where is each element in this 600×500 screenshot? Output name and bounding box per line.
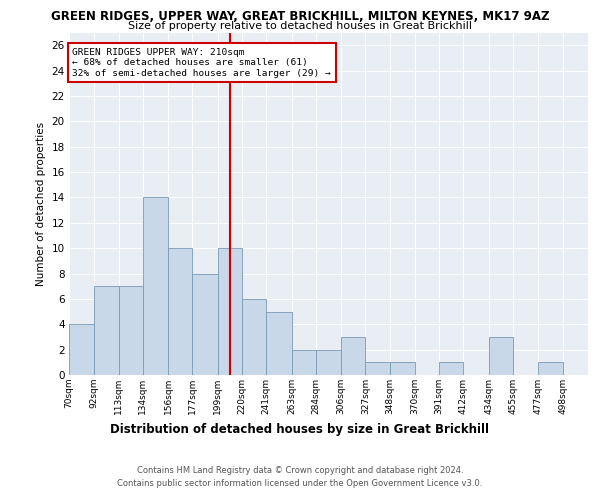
Bar [193, 274, 218, 375]
Bar [94, 286, 119, 375]
Bar [119, 286, 143, 375]
Bar [218, 248, 242, 375]
Text: Size of property relative to detached houses in Great Brickhill: Size of property relative to detached ho… [128, 21, 472, 31]
Bar [489, 337, 513, 375]
Bar [365, 362, 389, 375]
Bar [292, 350, 316, 375]
Y-axis label: Number of detached properties: Number of detached properties [36, 122, 46, 286]
Bar [242, 299, 266, 375]
Text: GREEN RIDGES, UPPER WAY, GREAT BRICKHILL, MILTON KEYNES, MK17 9AZ: GREEN RIDGES, UPPER WAY, GREAT BRICKHILL… [51, 10, 549, 23]
Bar [69, 324, 94, 375]
Bar [168, 248, 193, 375]
Bar [266, 312, 292, 375]
Text: GREEN RIDGES UPPER WAY: 210sqm
← 68% of detached houses are smaller (61)
32% of : GREEN RIDGES UPPER WAY: 210sqm ← 68% of … [73, 48, 331, 78]
Bar [143, 198, 168, 375]
Bar [439, 362, 463, 375]
Bar [316, 350, 341, 375]
Bar [389, 362, 415, 375]
Text: Distribution of detached houses by size in Great Brickhill: Distribution of detached houses by size … [110, 422, 490, 436]
Bar [341, 337, 365, 375]
Bar [538, 362, 563, 375]
Text: Contains HM Land Registry data © Crown copyright and database right 2024.
Contai: Contains HM Land Registry data © Crown c… [118, 466, 482, 488]
